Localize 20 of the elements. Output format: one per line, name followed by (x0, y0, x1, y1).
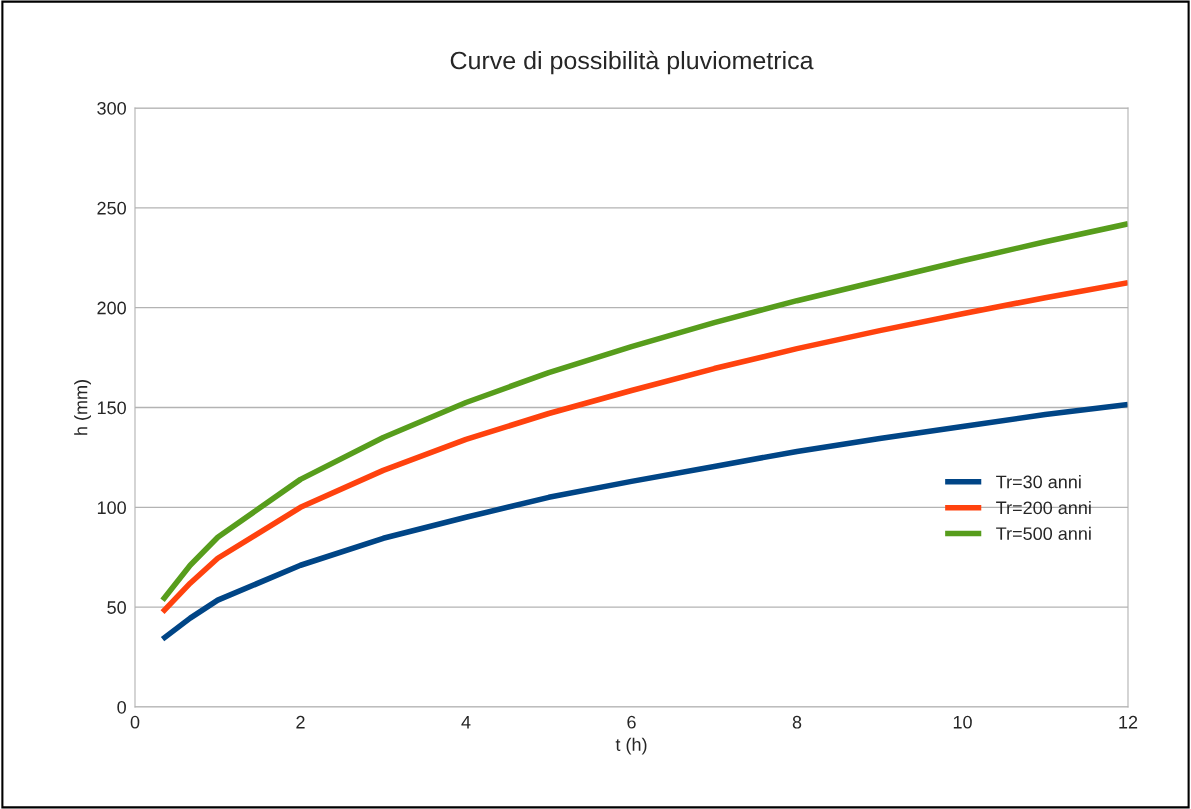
x-tick-label: 12 (1119, 715, 1138, 729)
x-tick-label: 8 (792, 715, 802, 729)
x-tick-label: 6 (627, 715, 636, 729)
y-axis-title: h (mm) (74, 380, 91, 435)
x-tick-label: 0 (130, 715, 140, 729)
y-tick-label: 100 (97, 501, 126, 515)
y-tick-label: 200 (97, 301, 126, 315)
y-tick-label: 300 (97, 101, 126, 115)
y-tick-label: 250 (97, 201, 126, 215)
legend-label: Tr=200 anni (996, 500, 1091, 515)
y-tick-label: 0 (117, 700, 126, 714)
y-tick-label: 150 (97, 401, 126, 415)
y-tick-label: 50 (107, 601, 126, 614)
x-tick-label: 10 (953, 715, 972, 729)
legend-label: Tr=30 anni (996, 475, 1081, 489)
x-tick-label: 2 (296, 715, 305, 729)
legend-label: Tr=500 anni (996, 526, 1091, 541)
chart-title: Curve di possibilità pluviometrica (450, 50, 814, 75)
x-axis-title: t (h) (615, 737, 647, 755)
x-tick-label: 4 (461, 716, 471, 729)
